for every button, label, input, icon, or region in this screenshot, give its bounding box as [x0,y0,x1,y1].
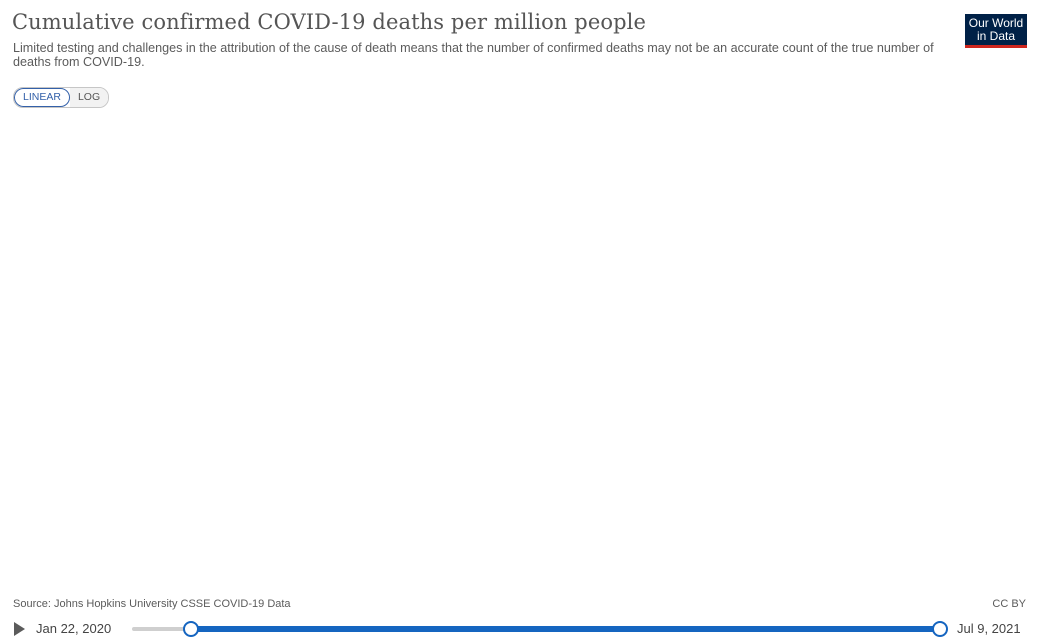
timeline: Jan 22, 2020 Jul 9, 2021 [0,618,1038,640]
scale-toggle: LINEAR LOG [13,87,110,108]
chart-title: Cumulative confirmed COVID-19 deaths per… [12,10,647,34]
timeline-track-inactive[interactable] [132,627,192,631]
logo-line-1: Our World [968,16,1024,30]
source-note[interactable]: Source: Johns Hopkins University CSSE CO… [13,598,291,610]
license-link[interactable]: CC BY [992,598,1026,610]
timeline-start-label: Jan 22, 2020 [36,621,112,636]
log-scale-button[interactable]: LOG [69,88,109,107]
logo-line-2: in Data [976,29,1016,43]
timeline-end-handle[interactable] [932,621,948,637]
timeline-end-label: Jul 9, 2021 [957,621,1021,636]
line-chart [0,110,1038,595]
play-icon[interactable] [14,622,25,636]
owid-logo[interactable]: Our World in Data [965,14,1027,48]
timeline-start-handle[interactable] [183,621,199,637]
timeline-track-active[interactable] [190,626,942,632]
linear-scale-button[interactable]: LINEAR [14,88,70,107]
chart-subtitle: Limited testing and challenges in the at… [13,41,934,69]
